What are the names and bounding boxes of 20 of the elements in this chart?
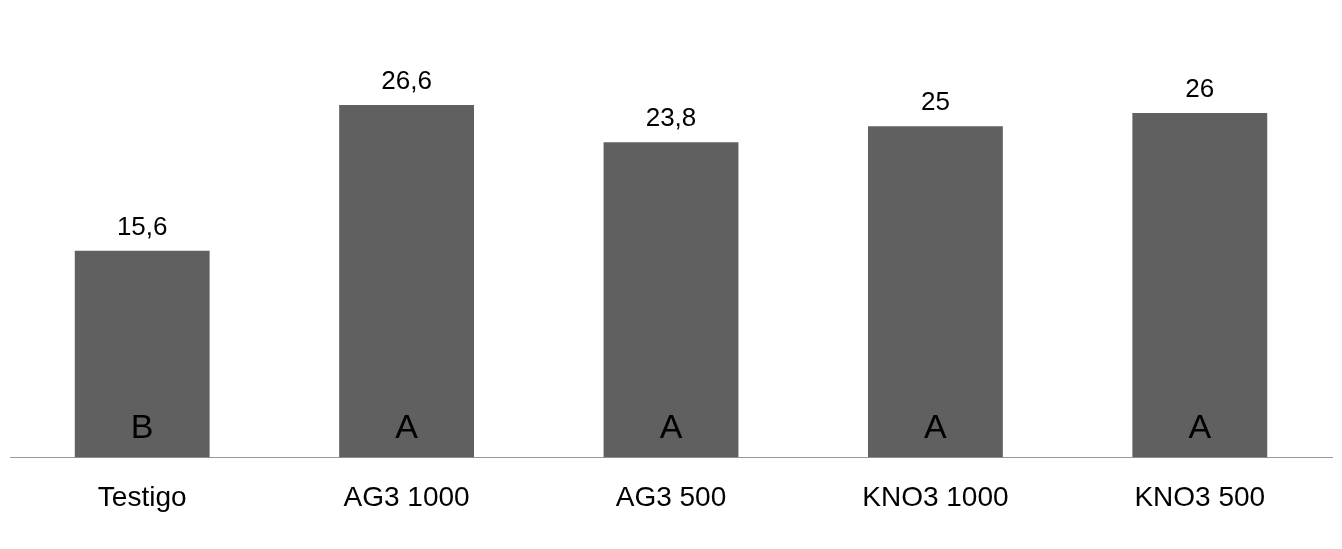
bar bbox=[867, 126, 1003, 458]
x-tick-label: AG3 500 bbox=[615, 480, 727, 512]
data-label: 23,8 bbox=[645, 102, 697, 133]
data-label: 26,6 bbox=[381, 65, 432, 96]
bar bbox=[603, 142, 739, 458]
annotation: A bbox=[924, 406, 948, 445]
x-tick-label: KNO3 1000 bbox=[862, 480, 1009, 512]
annotation: A bbox=[659, 406, 683, 445]
data-label: 25 bbox=[920, 86, 950, 117]
annotation: A bbox=[1188, 406, 1212, 445]
bar bbox=[1132, 112, 1268, 458]
annotation: B bbox=[130, 406, 154, 445]
bar bbox=[339, 105, 475, 458]
x-tick-label: AG3 1000 bbox=[343, 480, 470, 512]
annotation: A bbox=[395, 406, 419, 445]
data-label: 26 bbox=[1185, 73, 1215, 104]
bar bbox=[74, 250, 210, 458]
x-tick-label: Testigo bbox=[97, 480, 187, 512]
data-label: 15,6 bbox=[116, 210, 168, 241]
x-tick-label: KNO3 500 bbox=[1134, 480, 1266, 512]
